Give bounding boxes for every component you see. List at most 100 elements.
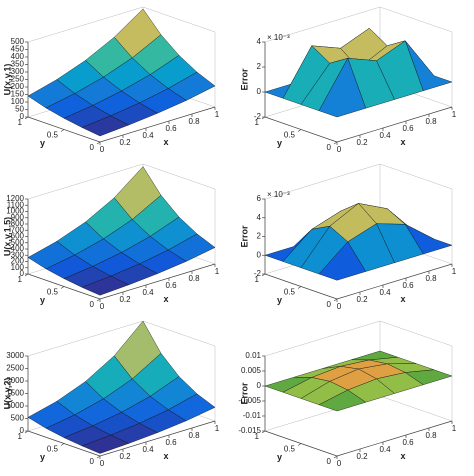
axis-line xyxy=(336,263,453,300)
y-tick-label: 1 xyxy=(255,275,260,284)
z-tick-label: -0.005 xyxy=(238,396,261,405)
z-tick-label: 500 xyxy=(11,414,25,423)
x-tick-label: 0.8 xyxy=(425,274,437,283)
x-tick-label: 0.4 xyxy=(379,288,391,297)
axis-line xyxy=(336,420,453,457)
y-tick-label: 0.5 xyxy=(284,131,296,140)
z-tick-label: 100 xyxy=(11,263,25,272)
x-tick-label: 0.4 xyxy=(142,131,154,140)
surface-patch xyxy=(318,389,367,412)
y-axis-label: y xyxy=(40,295,45,305)
y-tick-label: 0.5 xyxy=(284,288,296,297)
z-tick-label: 2 xyxy=(257,232,262,241)
z-tick-label: 4 xyxy=(257,37,262,46)
box-edge xyxy=(264,6,381,43)
y-tick-label: 1 xyxy=(18,118,23,127)
x-tick-label: 0 xyxy=(337,302,342,311)
z-tick-label: -0.01 xyxy=(243,411,262,420)
x-tick-label: 0.8 xyxy=(425,431,437,440)
z-tick-label: 0 xyxy=(257,250,262,259)
x-tick-label: 0.4 xyxy=(142,288,154,297)
z-tick-label: 0 xyxy=(20,112,25,121)
z-tick-label: 700 xyxy=(11,225,25,234)
y-tick-label: 1 xyxy=(255,432,260,441)
x-axis-label: x xyxy=(401,451,406,461)
y-tick-label: 0.5 xyxy=(47,445,59,454)
box-edge xyxy=(264,320,381,357)
axis-line xyxy=(99,420,216,457)
x-axis-label: x xyxy=(401,137,406,147)
z-tick-label: 200 xyxy=(11,257,25,266)
y-tick xyxy=(297,286,302,289)
surface-patch xyxy=(318,241,367,281)
y-tick-label: 0 xyxy=(327,300,332,309)
z-tick-label: 300 xyxy=(11,67,25,76)
x-tick-label: 0.8 xyxy=(188,274,200,283)
y-tick-label: 1 xyxy=(18,275,23,284)
z-tick-label: 300 xyxy=(11,250,25,259)
x-tick-label: 0.6 xyxy=(402,281,414,290)
z-tick-label: 0 xyxy=(257,381,262,390)
x-axis-label: x xyxy=(164,294,169,304)
x-tick-label: 0.2 xyxy=(119,295,131,304)
y-tick xyxy=(24,116,29,120)
z-axis-label: U(x,y,2) xyxy=(2,378,12,410)
axis-line xyxy=(99,263,216,300)
x-tick-label: 0.2 xyxy=(119,138,131,147)
y-tick xyxy=(60,286,65,289)
z-tick-label: 450 xyxy=(11,45,25,54)
x-tick-label: 1 xyxy=(215,424,220,433)
y-tick xyxy=(96,141,101,145)
x-tick-label: 0 xyxy=(337,459,342,468)
y-axis-label: y xyxy=(40,452,45,462)
x-tick-label: 0.2 xyxy=(356,452,368,461)
x-tick-label: 1 xyxy=(452,110,457,119)
y-tick xyxy=(60,443,65,446)
z-tick-label: 500 xyxy=(11,238,25,247)
y-tick-label: 0 xyxy=(327,457,332,466)
box-edge xyxy=(379,320,453,347)
x-tick-label: 0.6 xyxy=(165,281,177,290)
box-edge xyxy=(379,163,453,190)
z-tick-label: 400 xyxy=(11,244,25,253)
y-tick-label: 0 xyxy=(90,457,95,466)
surface-patch xyxy=(318,57,367,118)
y-tick xyxy=(261,116,266,120)
box-edge xyxy=(27,6,144,43)
y-tick-label: 1 xyxy=(18,432,23,441)
y-tick xyxy=(24,430,29,434)
y-tick xyxy=(297,129,302,132)
z-tick-label: 1100 xyxy=(7,200,25,209)
x-tick-label: 0 xyxy=(100,459,105,468)
y-tick xyxy=(333,298,338,302)
box-edge xyxy=(142,6,216,33)
x-axis-label: x xyxy=(164,451,169,461)
z-tick-label: 1000 xyxy=(6,207,24,216)
y-tick-label: 1 xyxy=(255,118,260,127)
z-tick-label: 0 xyxy=(20,426,25,435)
z-axis-label: U(x,y,1) xyxy=(2,64,12,96)
z-tick-label: 1200 xyxy=(6,194,24,203)
y-axis-label: y xyxy=(277,452,282,462)
z-tick-label: 350 xyxy=(11,60,25,69)
axis-multiplier: × 10⁻³ xyxy=(267,33,290,42)
z-tick-label: 400 xyxy=(11,52,25,61)
z-tick-label: -2 xyxy=(254,269,262,278)
y-tick xyxy=(96,455,101,459)
box-edge xyxy=(27,163,144,200)
axis-line xyxy=(99,106,216,143)
y-tick xyxy=(333,455,338,459)
z-tick-label: 200 xyxy=(11,82,25,91)
x-tick-label: 0.6 xyxy=(402,438,414,447)
x-axis-label: x xyxy=(164,137,169,147)
y-tick xyxy=(24,273,29,277)
box-edge xyxy=(27,320,144,357)
z-axis-label: Error xyxy=(239,382,249,405)
x-tick-label: 1 xyxy=(215,267,220,276)
x-tick-label: 0 xyxy=(337,145,342,154)
z-tick-label: 3000 xyxy=(6,351,24,360)
surface-patch xyxy=(81,434,130,454)
x-tick-label: 0.8 xyxy=(425,117,437,126)
z-tick-label: 0.005 xyxy=(241,366,262,375)
box-edge xyxy=(142,320,216,347)
